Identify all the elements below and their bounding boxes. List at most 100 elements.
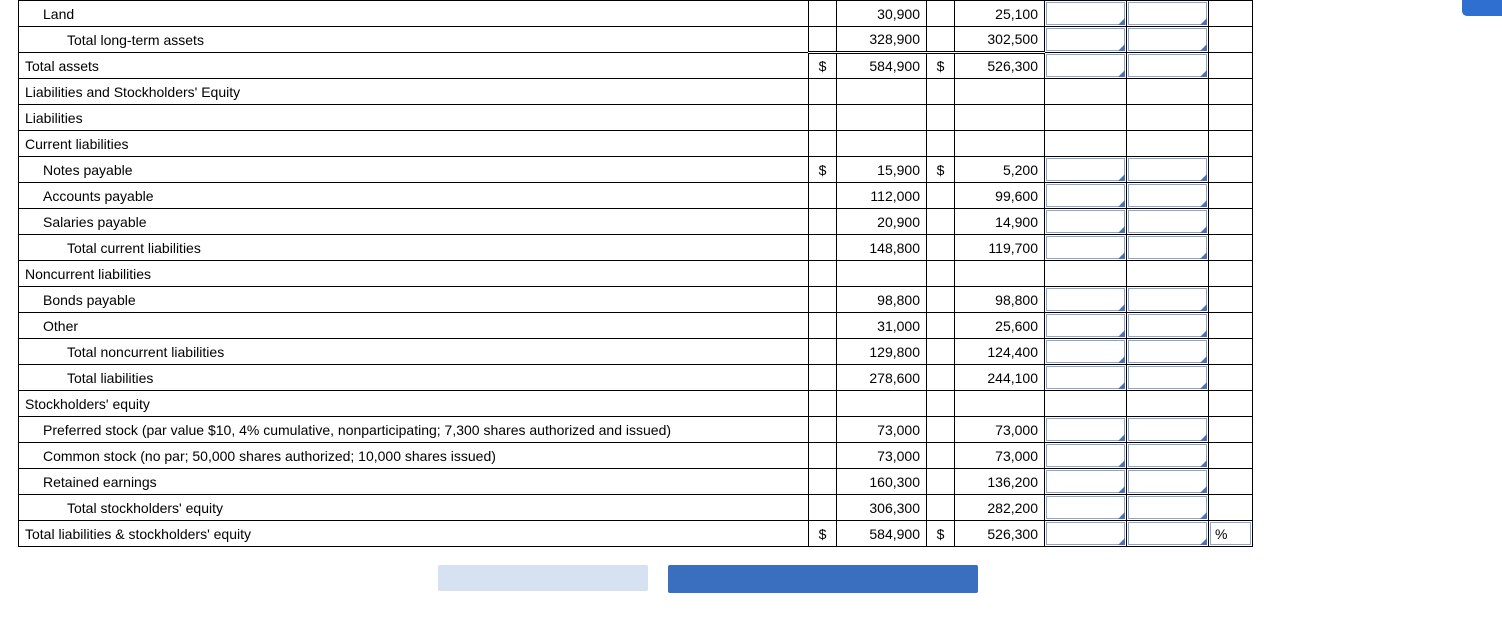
answer-input[interactable] <box>1045 209 1127 235</box>
answer-input[interactable] <box>1045 313 1127 339</box>
answer-input[interactable] <box>1045 521 1127 547</box>
currency-symbol <box>927 261 955 287</box>
answer-input[interactable] <box>1045 365 1127 391</box>
table-row: Total liabilities & stockholders' equity… <box>19 521 1253 547</box>
answer-input[interactable] <box>1127 417 1209 443</box>
answer-input[interactable] <box>1045 287 1127 313</box>
currency-symbol: $ <box>809 53 837 79</box>
answer-input[interactable] <box>1045 495 1127 521</box>
value-col-2: 5,200 <box>955 157 1045 183</box>
value-col-1: 112,000 <box>837 183 927 209</box>
answer-input <box>1045 131 1127 157</box>
currency-symbol <box>927 209 955 235</box>
answer-input[interactable] <box>1127 235 1209 261</box>
table-row: Bonds payable98,80098,800 <box>19 287 1253 313</box>
answer-input[interactable] <box>1127 209 1209 235</box>
value-col-1: 98,800 <box>837 287 927 313</box>
percent-cell <box>1209 79 1253 105</box>
percent-cell <box>1209 27 1253 53</box>
answer-input[interactable] <box>1127 495 1209 521</box>
currency-symbol <box>809 495 837 521</box>
currency-symbol <box>927 183 955 209</box>
answer-input[interactable] <box>1045 339 1127 365</box>
currency-symbol <box>809 443 837 469</box>
answer-input[interactable] <box>1127 27 1209 53</box>
balance-sheet-table: Land30,90025,100Total long-term assets32… <box>18 0 1253 547</box>
table-row: Total assets$584,900$526,300 <box>19 53 1253 79</box>
percent-cell <box>1209 339 1253 365</box>
answer-input[interactable] <box>1045 235 1127 261</box>
footer-button-secondary[interactable] <box>438 565 648 591</box>
value-col-2: 282,200 <box>955 495 1045 521</box>
value-col-1 <box>837 131 927 157</box>
table-row: Total noncurrent liabilities129,800124,4… <box>19 339 1253 365</box>
answer-input[interactable] <box>1127 469 1209 495</box>
value-col-2: 73,000 <box>955 417 1045 443</box>
percent-cell <box>1209 469 1253 495</box>
currency-symbol <box>809 365 837 391</box>
answer-input <box>1045 261 1127 287</box>
currency-symbol <box>809 287 837 313</box>
answer-input[interactable] <box>1127 313 1209 339</box>
value-col-1: 278,600 <box>837 365 927 391</box>
answer-input[interactable] <box>1127 287 1209 313</box>
table-row: Current liabilities <box>19 131 1253 157</box>
row-label: Total long-term assets <box>19 27 809 53</box>
table-row: Stockholders' equity <box>19 391 1253 417</box>
row-label: Salaries payable <box>19 209 809 235</box>
answer-input <box>1127 79 1209 105</box>
answer-input[interactable] <box>1045 183 1127 209</box>
answer-input[interactable] <box>1127 183 1209 209</box>
answer-input[interactable] <box>1045 27 1127 53</box>
answer-input[interactable] <box>1045 417 1127 443</box>
percent-cell[interactable]: % <box>1209 521 1253 547</box>
row-label: Other <box>19 313 809 339</box>
currency-symbol <box>927 79 955 105</box>
row-label: Retained earnings <box>19 469 809 495</box>
value-col-2: 99,600 <box>955 183 1045 209</box>
row-label: Preferred stock (par value $10, 4% cumul… <box>19 417 809 443</box>
answer-input[interactable] <box>1045 53 1127 79</box>
value-col-1: 160,300 <box>837 469 927 495</box>
currency-symbol <box>809 131 837 157</box>
row-label: Total liabilities <box>19 365 809 391</box>
row-label: Accounts payable <box>19 183 809 209</box>
value-col-1: 328,900 <box>837 27 927 53</box>
table-wrap: Land30,90025,100Total long-term assets32… <box>0 0 1502 593</box>
currency-symbol <box>809 79 837 105</box>
answer-input <box>1045 391 1127 417</box>
value-col-2: 526,300 <box>955 53 1045 79</box>
percent-cell <box>1209 287 1253 313</box>
answer-input[interactable] <box>1127 53 1209 79</box>
value-col-1: 129,800 <box>837 339 927 365</box>
currency-symbol <box>927 365 955 391</box>
currency-symbol <box>927 339 955 365</box>
value-col-1: 73,000 <box>837 417 927 443</box>
row-label: Total current liabilities <box>19 235 809 261</box>
row-label: Stockholders' equity <box>19 391 809 417</box>
answer-input[interactable] <box>1127 521 1209 547</box>
answer-input[interactable] <box>1045 157 1127 183</box>
row-label: Total assets <box>19 53 809 79</box>
answer-input[interactable] <box>1127 339 1209 365</box>
value-col-2 <box>955 105 1045 131</box>
percent-label: % <box>1215 526 1227 542</box>
currency-symbol <box>927 131 955 157</box>
value-col-2: 136,200 <box>955 469 1045 495</box>
help-pill[interactable] <box>1462 0 1502 16</box>
answer-input[interactable] <box>1045 1 1127 27</box>
currency-symbol <box>809 339 837 365</box>
table-row: Total current liabilities148,800119,700 <box>19 235 1253 261</box>
answer-input[interactable] <box>1127 157 1209 183</box>
table-row: Other31,00025,600 <box>19 313 1253 339</box>
answer-input[interactable] <box>1127 365 1209 391</box>
answer-input[interactable] <box>1045 469 1127 495</box>
answer-input[interactable] <box>1127 443 1209 469</box>
answer-input[interactable] <box>1127 1 1209 27</box>
value-col-1: 73,000 <box>837 443 927 469</box>
row-label: Liabilities and Stockholders' Equity <box>19 79 809 105</box>
value-col-2 <box>955 131 1045 157</box>
footer-button-primary[interactable] <box>668 565 978 593</box>
row-label: Bonds payable <box>19 287 809 313</box>
answer-input[interactable] <box>1045 443 1127 469</box>
